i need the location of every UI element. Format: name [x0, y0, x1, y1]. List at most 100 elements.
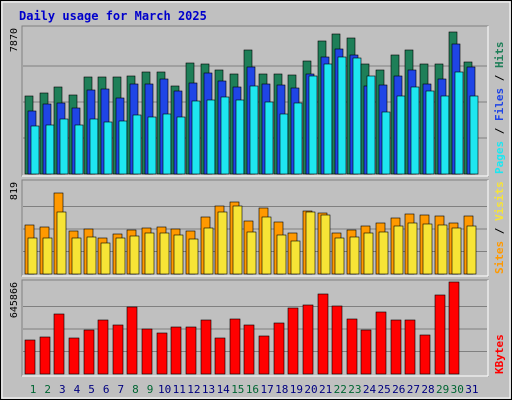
bar-visitors-sites-11	[173, 234, 184, 275]
bar-requests-pages-9	[147, 116, 157, 175]
bar-visitors-sites-29	[437, 224, 448, 275]
bar-requests-pages-24	[366, 75, 376, 175]
x-tick-label-21: 21	[319, 383, 332, 396]
bar-requests-pages-10	[162, 113, 172, 175]
x-tick-label-29: 29	[436, 383, 449, 396]
bar-requests-pages-14	[220, 96, 230, 175]
x-tick-label-23: 23	[348, 383, 361, 396]
bar-visitors-sites-14	[217, 211, 228, 275]
bar-visitors-sites-6	[100, 242, 111, 275]
bar-kbytes-kbytes-28	[419, 334, 431, 375]
bar-kbytes-kbytes-26	[390, 319, 402, 375]
bar-visitors-sites-1	[27, 237, 38, 275]
legend-label: Visits	[493, 181, 506, 221]
bar-requests-pages-30	[454, 71, 464, 175]
bar-kbytes-kbytes-14	[214, 337, 226, 375]
legend-label: Hits	[493, 42, 506, 69]
bar-requests-pages-2	[45, 124, 55, 175]
bar-requests-pages-29	[440, 95, 450, 175]
bar-requests-pages-28	[425, 90, 435, 175]
bar-visitors-sites-27	[407, 222, 418, 275]
x-tick-label-12: 12	[187, 383, 200, 396]
x-tick-label-18: 18	[275, 383, 288, 396]
bar-kbytes-kbytes-4	[68, 337, 80, 375]
bar-visitors-sites-9	[144, 232, 155, 275]
bar-requests-pages-21	[323, 63, 333, 175]
bar-requests-pages-8	[132, 114, 142, 175]
x-tick-label-9: 9	[147, 383, 154, 396]
bar-requests-pages-20	[308, 75, 318, 175]
bar-kbytes-kbytes-12	[185, 326, 197, 375]
legend-label: Files	[493, 88, 506, 121]
bar-kbytes-kbytes-10	[156, 332, 168, 375]
x-tick-label-26: 26	[392, 383, 405, 396]
x-tick-label-3: 3	[59, 383, 66, 396]
bar-requests-pages-25	[381, 111, 391, 175]
bar-visitors-sites-3	[56, 211, 67, 275]
bar-visitors-sites-28	[422, 223, 433, 275]
bar-visitors-sites-8	[129, 235, 140, 275]
legend-label: /	[493, 221, 506, 241]
bar-kbytes-kbytes-6	[97, 319, 109, 375]
bar-visitors-sites-21	[320, 214, 331, 275]
bar-kbytes-kbytes-22	[331, 305, 343, 375]
bar-requests-pages-4	[74, 124, 84, 175]
bar-visitors-sites-13	[203, 227, 214, 275]
chart-title: Daily usage for March 2025	[19, 9, 207, 23]
bar-requests-pages-13	[206, 99, 216, 175]
bar-visitors-sites-4	[71, 237, 82, 275]
bar-kbytes-kbytes-23	[346, 318, 358, 375]
panel-kbytes: 645866 KBytes	[9, 279, 506, 377]
x-tick-label-11: 11	[173, 383, 186, 396]
bar-visitors-sites-25	[378, 231, 389, 275]
bar-kbytes-kbytes-24	[360, 329, 372, 375]
bar-requests-pages-15	[235, 99, 245, 175]
bar-kbytes-kbytes-25	[375, 311, 387, 375]
x-axis: 1 2 3 4 5 6 7 8 9 10 11 12 13 14 15 16 17 18 19 20 21 22 23 24 2…	[30, 383, 479, 396]
bar-visitors-sites-12	[188, 238, 199, 275]
bar-kbytes-kbytes-15	[229, 318, 241, 375]
x-tick-label-10: 10	[158, 383, 171, 396]
side-legend-visitors: Sites / Visits	[493, 181, 506, 274]
bar-kbytes-kbytes-9	[141, 328, 153, 375]
bar-kbytes-kbytes-13	[200, 319, 212, 375]
x-tick-label-4: 4	[74, 383, 81, 396]
x-tick-label-6: 6	[103, 383, 110, 396]
legend-label: /	[493, 68, 506, 88]
x-tick-label-2: 2	[44, 383, 51, 396]
bar-kbytes-kbytes-29	[434, 294, 446, 375]
bar-visitors-sites-16	[246, 231, 257, 275]
bar-visitors-sites-17	[261, 216, 272, 275]
bar-visitors-sites-15	[232, 205, 243, 275]
bar-visitors-sites-2	[42, 237, 53, 275]
bar-requests-pages-11	[176, 116, 186, 175]
x-tick-label-5: 5	[88, 383, 95, 396]
x-tick-label-20: 20	[304, 383, 317, 396]
bar-kbytes-kbytes-18	[273, 322, 285, 375]
x-tick-label-7: 7	[117, 383, 124, 396]
x-tick-label-25: 25	[377, 383, 390, 396]
bar-kbytes-kbytes-16	[243, 324, 255, 375]
bar-kbytes-kbytes-11	[170, 326, 182, 375]
bar-requests-pages-27	[410, 86, 420, 175]
bar-requests-pages-1	[30, 125, 40, 175]
bar-visitors-sites-20	[305, 211, 316, 275]
bar-visitors-sites-7	[115, 237, 126, 275]
y-max-label: 7870	[9, 28, 20, 52]
bar-requests-pages-17	[264, 101, 274, 175]
legend-label: Pages	[493, 141, 506, 174]
x-tick-label-31: 31	[465, 383, 478, 396]
bar-kbytes-kbytes-7	[112, 324, 124, 375]
side-legend-requests: Pages / Files / Hits	[493, 42, 506, 175]
x-tick-label-16: 16	[246, 383, 259, 396]
x-tick-label-1: 1	[30, 383, 37, 396]
x-tick-label-13: 13	[202, 383, 215, 396]
bar-requests-pages-22	[337, 56, 347, 175]
bar-kbytes-kbytes-27	[404, 319, 416, 375]
x-tick-label-17: 17	[260, 383, 273, 396]
side-legend-kbytes: KBytes	[493, 334, 506, 374]
x-tick-label-8: 8	[132, 383, 139, 396]
bar-kbytes-kbytes-5	[83, 329, 95, 375]
x-tick-label-30: 30	[451, 383, 464, 396]
